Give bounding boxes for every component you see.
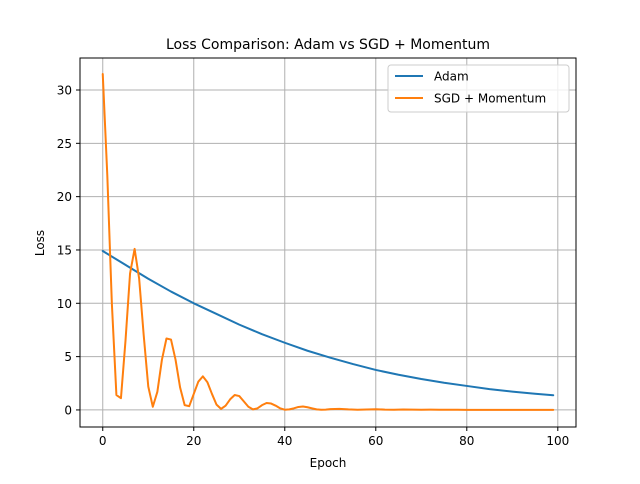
y-tick-label: 20 bbox=[57, 190, 72, 204]
y-tick-label: 30 bbox=[57, 83, 72, 97]
series-layer bbox=[101, 73, 555, 411]
series-line-sgd-momentum bbox=[101, 73, 555, 411]
x-tick-label: 20 bbox=[186, 434, 201, 448]
series-line-adam bbox=[101, 250, 555, 397]
y-tick-label: 0 bbox=[64, 403, 72, 417]
x-tick-label: 80 bbox=[459, 434, 474, 448]
x-tick-label: 60 bbox=[368, 434, 383, 448]
grid-lines bbox=[80, 58, 576, 427]
legend-box bbox=[387, 64, 570, 113]
legend-label-sgd-momentum: SGD + Momentum bbox=[434, 92, 546, 106]
chart-title: Loss Comparison: Adam vs SGD + Momentum bbox=[166, 37, 490, 53]
plot-area-frame bbox=[79, 57, 577, 428]
x-axis-label: Epoch bbox=[310, 456, 347, 470]
y-tick-label: 5 bbox=[64, 350, 72, 364]
x-tick-label: 40 bbox=[277, 434, 292, 448]
y-tick-label: 10 bbox=[57, 297, 72, 311]
legend: Adam SGD + Momentum bbox=[387, 64, 570, 113]
y-axis-label: Loss bbox=[33, 230, 47, 256]
y-tick-label: 15 bbox=[57, 243, 72, 257]
y-axis-ticks: 0 5 10 15 20 25 30 bbox=[57, 83, 80, 417]
x-tick-label: 100 bbox=[546, 434, 569, 448]
x-axis-ticks: 0 20 40 60 80 100 bbox=[99, 427, 569, 448]
y-tick-label: 25 bbox=[57, 137, 72, 151]
x-tick-label: 0 bbox=[99, 434, 107, 448]
legend-label-adam: Adam bbox=[434, 70, 469, 84]
